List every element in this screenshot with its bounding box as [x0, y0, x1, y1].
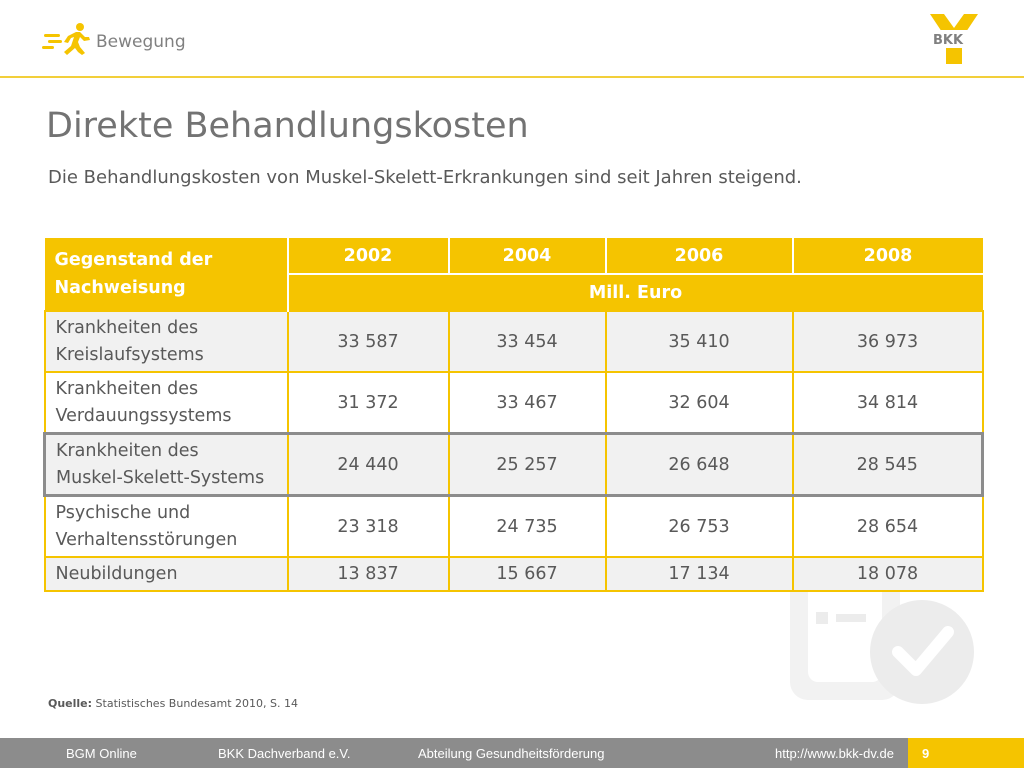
- table-row: Krankheiten des Kreislaufsystems 33 587 …: [43, 310, 984, 373]
- table-cell: 24 440: [286, 432, 450, 497]
- slide-title: Direkte Behandlungskosten: [46, 106, 529, 146]
- slide-subtitle: Die Behandlungskosten von Muskel-Skelett…: [48, 167, 802, 188]
- bkk-logo-text: BKK: [933, 33, 964, 48]
- table-row: Psychische und Verhaltensstörungen 23 31…: [43, 494, 984, 558]
- row-label: Krankheiten des Verdauungssystems: [43, 371, 289, 435]
- source-text: Statistisches Bundesamt 2010, S. 14: [95, 697, 298, 710]
- row-label-line1: Krankheiten des: [56, 440, 199, 461]
- cost-table: Gegenstand der Nachweisung 2002 2004 200…: [43, 238, 984, 592]
- slide-footer: BGM Online BKK Dachverband e.V. Abteilun…: [0, 738, 1024, 768]
- year-header: 2004: [447, 238, 607, 274]
- table-row: Krankheiten des Verdauungssystems 31 372…: [43, 371, 984, 435]
- table-cell: 24 735: [447, 494, 607, 558]
- year-header: 2002: [286, 238, 450, 274]
- row-label: Krankheiten des Kreislaufsystems: [43, 310, 289, 373]
- row-label-line2: Muskel-Skelett-Systems: [56, 467, 265, 488]
- row-label-line2: Kreislaufsystems: [55, 344, 204, 365]
- row-header-line2: Nachweisung: [54, 278, 186, 298]
- table-cell: 32 604: [604, 371, 794, 435]
- slide-header: Bewegung BKK: [0, 0, 1024, 78]
- year-header: 2006: [604, 238, 794, 274]
- source-label: Quelle:: [48, 697, 93, 710]
- table-cell: 25 257: [447, 432, 607, 497]
- table-row-highlighted: Krankheiten des Muskel-Skelett-Systems 2…: [43, 432, 984, 497]
- footer-item-bgm: BGM Online: [66, 746, 137, 761]
- footer-item-organization: BKK Dachverband e.V.: [218, 746, 351, 761]
- footer-link-website[interactable]: http://www.bkk-dv.de: [775, 746, 894, 761]
- table-cell: 23 318: [286, 494, 450, 558]
- table-cell: 34 814: [791, 371, 984, 435]
- table-cell: 33 587: [286, 310, 450, 373]
- table-cell: 28 545: [791, 432, 984, 497]
- header-divider: [0, 76, 1024, 78]
- table-cell: 35 410: [604, 310, 794, 373]
- row-label-line1: Neubildungen: [55, 563, 178, 584]
- page-number-box: 9: [908, 738, 1024, 768]
- row-label-line1: Krankheiten des: [55, 378, 199, 399]
- table-cell: 15 667: [447, 556, 607, 592]
- table-cell: 28 654: [791, 494, 984, 558]
- row-label-line1: Psychische und: [55, 502, 191, 523]
- table-cell: 33 454: [447, 310, 607, 373]
- table-row: Neubildungen 13 837 15 667 17 134 18 078: [43, 556, 984, 592]
- row-header-cell: Gegenstand der Nachweisung: [44, 238, 289, 311]
- table-cell: 31 372: [286, 371, 450, 435]
- table-cell: 36 973: [791, 310, 984, 373]
- section-label: Bewegung: [96, 32, 186, 52]
- year-header: 2008: [791, 238, 983, 274]
- row-header-line1: Gegenstand der: [54, 250, 213, 270]
- table-cell: 26 648: [604, 432, 794, 497]
- runner-icon: [42, 23, 90, 55]
- table-cell: 17 134: [604, 556, 794, 592]
- table-cell: 33 467: [447, 371, 607, 435]
- source-note: Quelle: Statistisches Bundesamt 2010, S.…: [48, 697, 298, 710]
- row-label-line2: Verhaltensstörungen: [55, 529, 238, 550]
- table-cell: 13 837: [286, 556, 450, 592]
- table-cell: 26 753: [604, 494, 794, 558]
- row-label: Krankheiten des Muskel-Skelett-Systems: [43, 432, 289, 497]
- bkk-logo: BKK: [928, 14, 978, 64]
- row-label: Neubildungen: [43, 556, 289, 592]
- page-number: 9: [922, 746, 930, 761]
- row-label: Psychische und Verhaltensstörungen: [43, 494, 289, 558]
- row-label-line1: Krankheiten des: [55, 317, 199, 338]
- table-cell: 18 078: [791, 556, 984, 592]
- unit-header: Mill. Euro: [286, 273, 983, 311]
- row-label-line2: Verdauungssystems: [55, 405, 232, 426]
- footer-item-department: Abteilung Gesundheitsförderung: [418, 746, 605, 761]
- table-header-row-unit: Mill. Euro: [45, 273, 983, 311]
- table-header-row-years: Gegenstand der Nachweisung 2002 2004 200…: [44, 238, 983, 311]
